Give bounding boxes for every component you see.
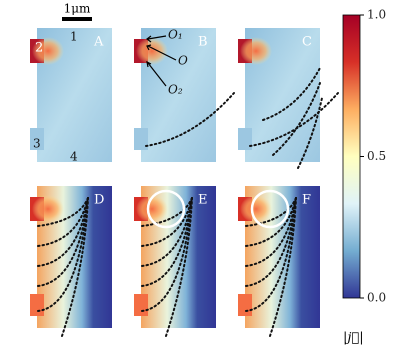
panel-label: F <box>302 193 311 208</box>
highlight-circle <box>146 189 186 229</box>
region-label: 3 <box>33 137 41 151</box>
current-line <box>245 197 297 247</box>
hotspot <box>240 37 272 65</box>
current-line <box>141 197 193 227</box>
electrode-bottom <box>134 294 148 316</box>
current-line <box>245 197 297 312</box>
colorbar-label: |j⃗| <box>343 331 364 346</box>
highlight-circle <box>250 189 290 229</box>
hotspot <box>32 37 64 65</box>
current-line <box>262 67 321 121</box>
panel: C <box>238 28 339 169</box>
panel-label: A <box>93 35 104 50</box>
current-line <box>165 197 193 337</box>
arrows <box>146 35 177 87</box>
electrode-bottom <box>238 294 252 316</box>
panel-label: B <box>198 35 208 50</box>
current-line <box>141 197 193 312</box>
electrode-bottom <box>30 294 44 316</box>
panel: D <box>30 186 112 337</box>
electrode-bottom <box>238 128 252 150</box>
current-line <box>61 197 89 337</box>
region-label: 4 <box>70 150 78 164</box>
current-line <box>37 197 89 227</box>
point-label: O <box>178 54 188 68</box>
current-line <box>145 92 235 147</box>
panel-label: D <box>94 193 104 208</box>
colorbar-tick-label: 1.0 <box>367 8 386 22</box>
hotspot <box>240 195 272 223</box>
panel: E <box>134 186 216 337</box>
current-line <box>297 97 323 169</box>
hotspot <box>32 195 64 223</box>
electrode-bottom <box>134 128 148 150</box>
current-line <box>269 197 297 337</box>
panel: A <box>30 28 112 162</box>
panel: B <box>134 28 235 162</box>
colorbar: 0.0 0.5 1.0 <box>342 8 386 305</box>
current-line <box>272 82 321 156</box>
current-line <box>37 197 89 247</box>
point-label: O₁ <box>168 28 183 42</box>
panel-label: E <box>198 193 208 208</box>
point-label: O₂ <box>168 83 183 97</box>
current-line <box>141 197 193 247</box>
panel: F <box>238 186 320 337</box>
scale-bar-label: 1μm <box>64 2 91 16</box>
panels: A B C D E F <box>30 28 339 337</box>
colorbar-tick-label: 0.0 <box>367 291 386 305</box>
hotspot <box>136 195 168 223</box>
region-label: 2 <box>35 41 43 56</box>
hotspot <box>136 37 168 65</box>
colorbar-fill <box>342 14 361 299</box>
electrode-bottom <box>30 128 44 150</box>
current-line <box>245 197 297 227</box>
colorbar-tick-label: 0.5 <box>367 149 386 163</box>
region-label: 1 <box>70 30 78 44</box>
current-line <box>37 197 89 312</box>
panel-label: C <box>302 35 312 50</box>
